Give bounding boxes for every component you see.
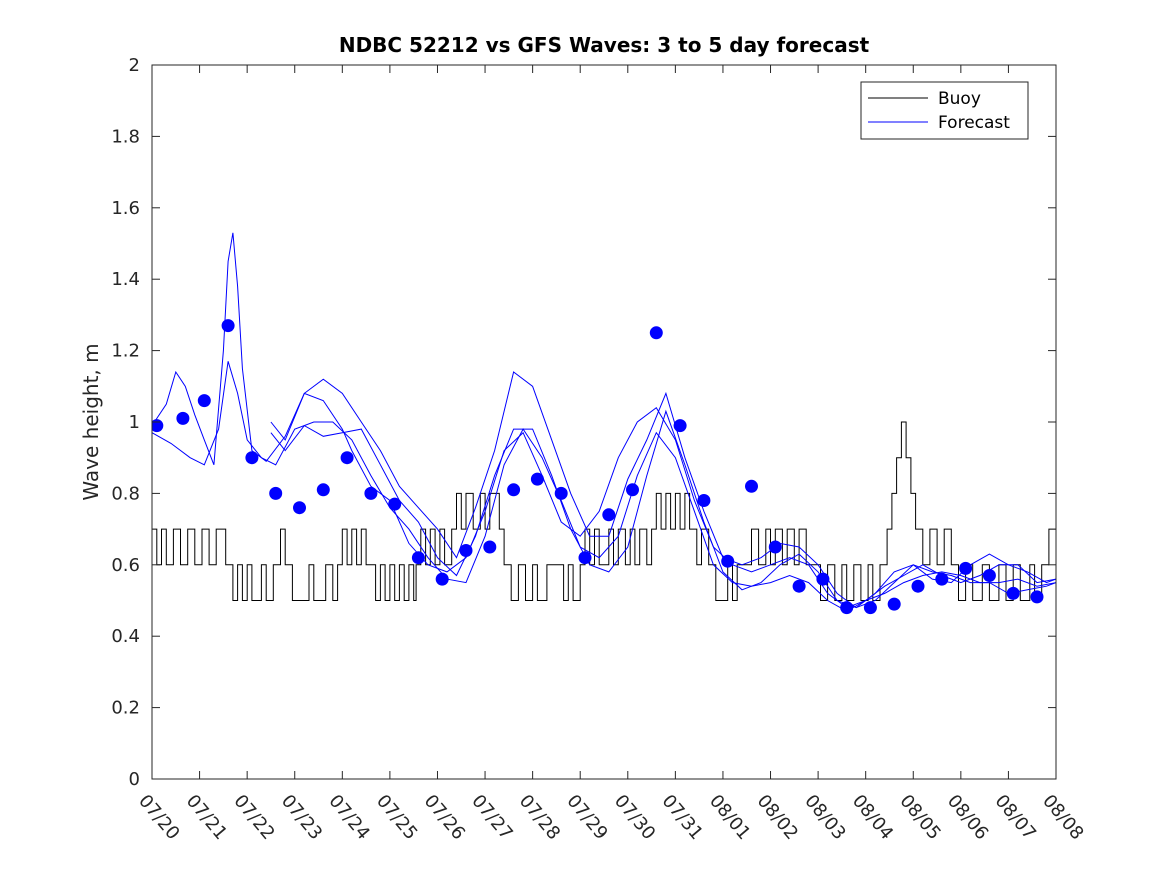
y-tick-label: 1.4 [111, 269, 140, 290]
forecast-marker-16 [530, 472, 544, 486]
forecast-marker-34 [959, 561, 973, 575]
forecast-marker-25 [745, 479, 758, 493]
legend-buoy-label: Buoy [938, 89, 981, 109]
forecast-marker-32 [911, 579, 925, 593]
forecast-marker-14 [483, 540, 497, 554]
forecast-marker-26 [768, 540, 782, 554]
forecast-marker-6 [293, 501, 306, 515]
forecast-marker-23 [697, 494, 711, 507]
forecast-marker-35 [982, 569, 996, 582]
forecast-marker-33 [935, 572, 949, 586]
forecast-marker-17 [554, 486, 568, 500]
legend: Buoy Forecast [860, 81, 1029, 140]
y-tick-label: 1.6 [111, 198, 140, 219]
forecast-marker-21 [649, 326, 663, 340]
y-tick-label: 1.2 [111, 341, 140, 362]
forecast-marker-9 [364, 486, 378, 500]
forecast-marker-3 [221, 319, 235, 333]
forecast-marker-18 [578, 551, 592, 565]
y-tick-label: 0.8 [111, 483, 140, 504]
chart-title: NDBC 52212 vs GFS Waves: 3 to 5 day fore… [339, 33, 870, 57]
forecast-marker-10 [388, 497, 402, 511]
y-tick-label: 0.6 [111, 555, 140, 576]
forecast-marker-7 [316, 483, 330, 497]
forecast-marker-31 [887, 597, 901, 611]
forecast-marker-11 [411, 551, 425, 565]
forecast-marker-4 [245, 451, 259, 465]
legend-box [860, 81, 1029, 140]
forecast-marker-2 [197, 394, 211, 408]
series-line-forecast-run-4 [270, 371, 1056, 609]
y-tick-label: 0.4 [111, 626, 140, 647]
forecast-marker-5 [269, 486, 283, 500]
y-axis-label: Wave height, m [79, 343, 103, 500]
series-line-buoy [152, 421, 1056, 601]
forecast-marker-22 [673, 419, 687, 433]
y-tick-label: 2 [129, 55, 140, 76]
y-tick-label: 0 [129, 769, 140, 790]
plot-area [152, 232, 1056, 615]
y-tick-label: 1.8 [111, 126, 140, 147]
y-tick-label: 0.2 [111, 698, 140, 719]
forecast-marker-30 [863, 601, 877, 615]
legend-forecast-label: Forecast [938, 113, 1010, 133]
forecast-marker-36 [1006, 586, 1020, 600]
forecast-marker-27 [792, 579, 806, 593]
forecast-marker-13 [459, 544, 473, 557]
forecast-marker-29 [840, 601, 854, 615]
forecast-marker-12 [435, 572, 449, 586]
forecast-marker-19 [602, 508, 616, 522]
forecast-marker-15 [507, 483, 521, 497]
forecast-marker-28 [816, 572, 830, 586]
forecast-marker-37 [1030, 590, 1044, 604]
forecast-marker-8 [340, 451, 354, 465]
forecast-marker-1 [176, 411, 190, 425]
forecast-marker-24 [721, 554, 735, 568]
y-tick-label: 1 [129, 412, 140, 433]
forecast-marker-20 [626, 483, 639, 497]
